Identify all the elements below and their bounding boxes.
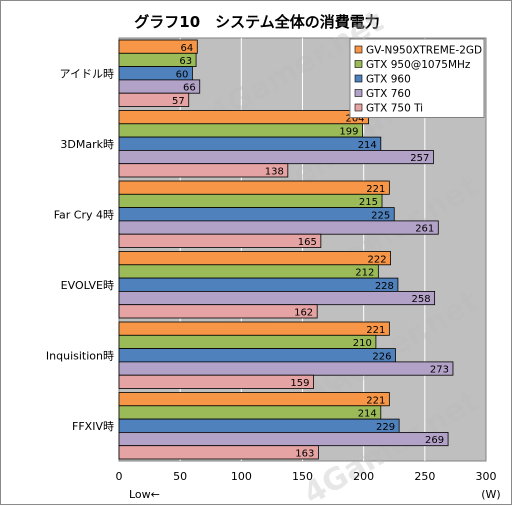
- data-label: 225: [371, 210, 390, 221]
- bar: [118, 92, 190, 107]
- x-tick-label: 0: [116, 470, 123, 483]
- data-label: 60: [176, 69, 189, 80]
- x-tick-label: 100: [231, 470, 252, 483]
- data-label: 221: [366, 325, 385, 336]
- x-tick-label: 50: [173, 470, 187, 483]
- bar: [118, 251, 391, 266]
- legend-entry: GV-N950XTREME-2GD: [366, 45, 482, 57]
- bar: [118, 334, 377, 349]
- bar: [118, 149, 434, 165]
- legend-swatch: [354, 89, 363, 97]
- bar: [118, 304, 318, 319]
- data-label: 159: [290, 378, 309, 389]
- data-label: 214: [358, 409, 377, 420]
- x-tick-label: 200: [353, 470, 374, 483]
- data-label: 204: [345, 113, 364, 124]
- data-label: 165: [298, 237, 317, 248]
- category-labels-layer: アイドル時 3DMark時 Far Cry 4時 EVOLVE時 Inquisition…: [46, 67, 114, 433]
- x-axis-unit: (W): [481, 488, 500, 501]
- data-label: 210: [353, 338, 372, 349]
- value-labels-layer: 6463606657204199214257138221215225261165…: [172, 43, 449, 460]
- data-label: 221: [366, 184, 385, 195]
- chart-title: グラフ10 システム全体の消費電力: [134, 13, 379, 31]
- bar: [118, 193, 383, 209]
- legend-swatch: [354, 74, 363, 83]
- bar: [118, 180, 390, 195]
- x-axis-ticks: 0 50 100 150 200 250 300: [116, 470, 497, 483]
- bar: [118, 374, 314, 389]
- data-label: 199: [339, 127, 358, 138]
- category-label: Inquisition時: [46, 349, 114, 362]
- bar: [118, 361, 454, 376]
- data-label: 258: [412, 294, 431, 305]
- legend-swatch: [354, 45, 363, 54]
- legend: GV-N950XTREME-2GD GTX 950@1075MHz GTX 960 G…: [349, 38, 485, 118]
- data-label: 222: [367, 254, 386, 265]
- bar: [118, 405, 382, 420]
- data-label: 229: [376, 422, 395, 433]
- bar: [118, 220, 439, 235]
- data-label: 257: [410, 153, 429, 164]
- category-label: アイドル時: [60, 67, 114, 80]
- data-label: 214: [358, 140, 377, 151]
- data-label: 226: [372, 351, 391, 362]
- category-label: Far Cry 4時: [54, 208, 114, 221]
- data-label: 221: [366, 395, 385, 406]
- data-label: 64: [181, 43, 194, 54]
- data-label: 269: [425, 435, 444, 446]
- legend-swatch: [354, 103, 363, 112]
- bar: [118, 110, 369, 125]
- data-label: 66: [183, 83, 196, 94]
- bar: [118, 207, 395, 222]
- bar: [118, 123, 363, 138]
- bar: [118, 348, 396, 363]
- bar: [118, 431, 449, 447]
- data-label: 138: [265, 167, 284, 178]
- legend-swatch: [354, 60, 363, 68]
- bar: [118, 418, 400, 433]
- data-label: 57: [172, 96, 185, 107]
- bar: [118, 321, 390, 336]
- data-label: 228: [375, 281, 394, 292]
- category-label: 3DMark時: [60, 138, 114, 151]
- direction-hint: Low←: [129, 488, 160, 501]
- bars-layer: [118, 39, 454, 460]
- x-tick-label: 250: [414, 470, 435, 483]
- data-label: 162: [294, 308, 313, 319]
- category-label: EVOLVE時: [61, 279, 114, 292]
- legend-entry: GTX 750 Ti: [366, 103, 423, 115]
- bar: [118, 445, 319, 460]
- legend-entry: GTX 950@1075MHz: [366, 59, 471, 71]
- legend-entry: GTX 760: [366, 88, 411, 100]
- legend-box: [349, 38, 485, 118]
- x-tick-label: 300: [476, 470, 497, 483]
- bar: [118, 277, 399, 292]
- bar: [118, 136, 382, 151]
- legend-entry: GTX 960: [366, 74, 411, 86]
- bar: [118, 163, 289, 178]
- x-tick-label: 150: [292, 470, 313, 483]
- data-label: 163: [295, 449, 314, 460]
- data-label: 215: [359, 197, 378, 208]
- bar: [118, 233, 322, 248]
- bar: [118, 264, 379, 279]
- data-label: 63: [179, 56, 192, 67]
- category-label: FFXIV時: [72, 420, 114, 433]
- bar: [118, 392, 390, 407]
- data-label: 261: [415, 224, 434, 235]
- data-label: 273: [430, 365, 449, 376]
- data-label: 212: [355, 268, 374, 279]
- bar: [118, 290, 436, 306]
